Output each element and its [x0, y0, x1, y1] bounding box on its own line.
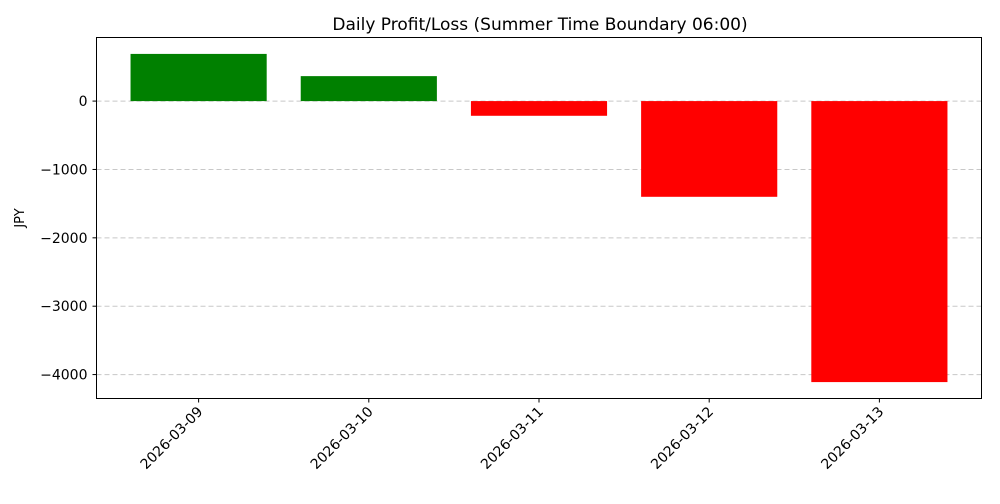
- chart-title: Daily Profit/Loss (Summer Time Boundary …: [332, 15, 747, 35]
- y-tick-label: −4000: [40, 368, 87, 384]
- y-tick-label: −1000: [40, 162, 87, 178]
- x-tick-label: 2026-03-12: [648, 404, 717, 473]
- x-tick-label: 2026-03-09: [138, 404, 207, 473]
- bar-2026-03-12: [641, 101, 778, 197]
- x-tick-label: 2026-03-11: [478, 404, 547, 473]
- y-axis-label: JPY: [13, 208, 28, 228]
- bar-2026-03-09: [130, 53, 267, 102]
- y-tick-label: −3000: [40, 299, 87, 315]
- bar-2026-03-13: [811, 101, 948, 383]
- x-tick-label: 2026-03-10: [308, 404, 377, 473]
- y-tick-label: 0: [79, 94, 88, 110]
- bar-2026-03-11: [470, 101, 608, 116]
- bar-2026-03-10: [300, 76, 437, 102]
- x-tick-label: 2026-03-13: [818, 404, 887, 473]
- y-tick-label: −2000: [40, 231, 87, 247]
